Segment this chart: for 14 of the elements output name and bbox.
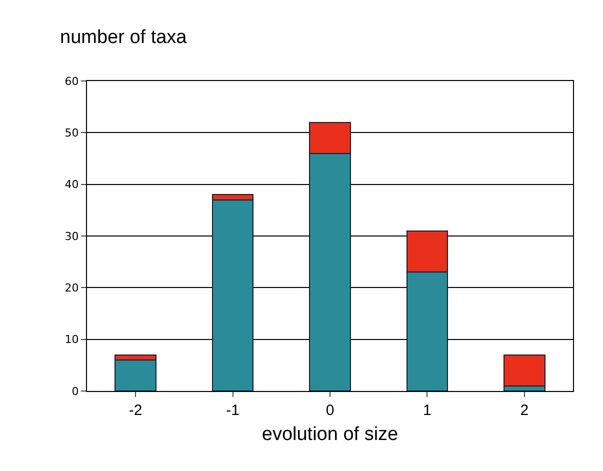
x-axis-title: evolution of size <box>262 424 398 445</box>
x-tick-label: -1 <box>226 402 240 419</box>
y-tick-label: 40 <box>64 178 79 192</box>
y-tick-label: 0 <box>72 384 79 398</box>
y-tick-label: 30 <box>64 230 79 243</box>
y-tick-label: 20 <box>64 282 79 295</box>
x-tick-label: 0 <box>326 402 334 419</box>
x-tick-label: 1 <box>423 402 432 419</box>
y-tick-label: 60 <box>64 74 79 88</box>
y-axis-title: number of taxa <box>60 27 188 48</box>
x-tick-label: 2 <box>520 402 529 419</box>
y-tick-label: 50 <box>64 126 79 140</box>
x-tick-label: -2 <box>128 402 142 419</box>
y-tick-label: 10 <box>64 333 79 346</box>
